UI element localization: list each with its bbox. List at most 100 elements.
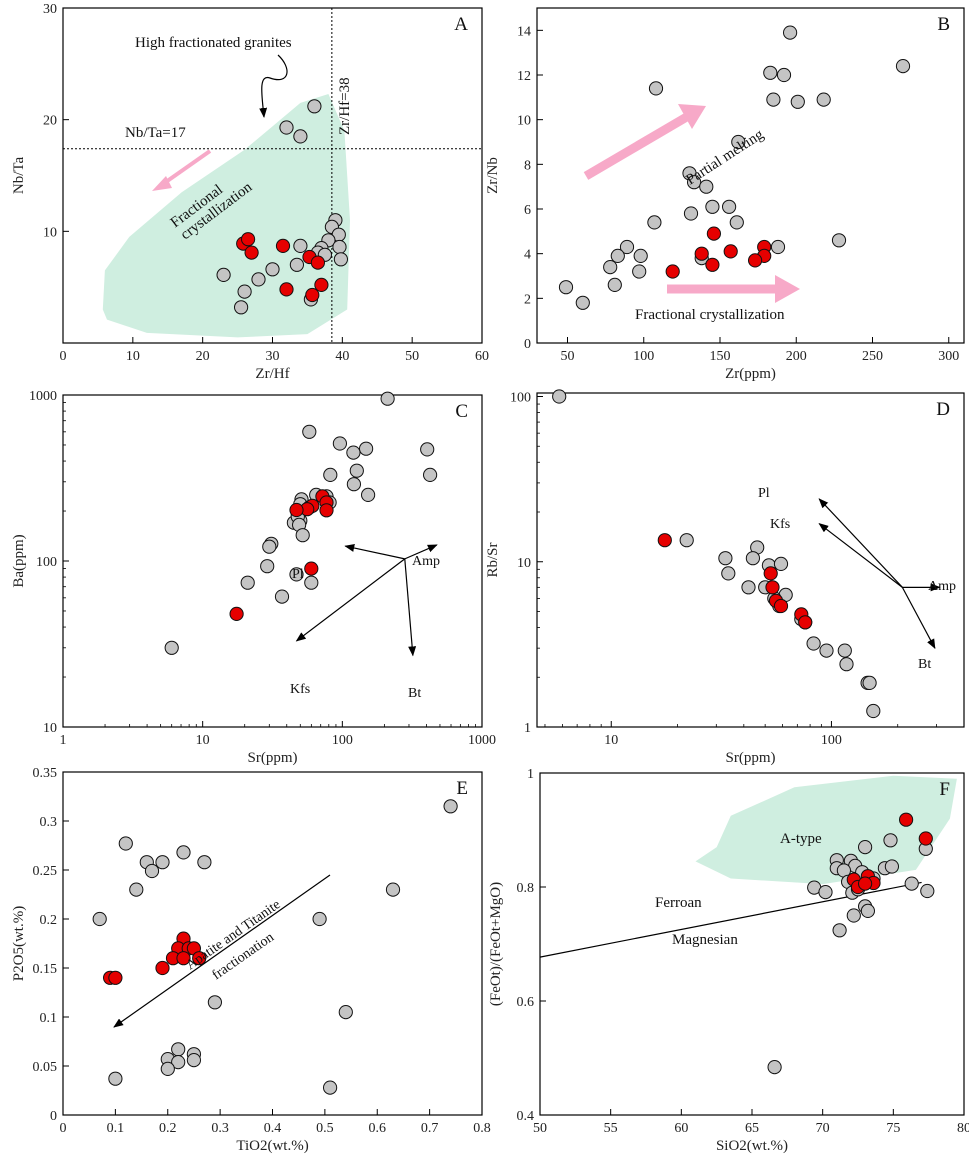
pink-arrow-shaft [161, 149, 212, 186]
data-point-gray [92, 911, 107, 927]
vector-kfs-arrow [295, 558, 406, 642]
y-tick-label: 30 [43, 2, 57, 17]
x-tick-label: 0 [60, 1121, 67, 1136]
panel-B-frame [536, 7, 965, 344]
data-point-gray [603, 260, 618, 275]
vector-bt-arrow [404, 558, 417, 657]
vector-amp-label: Amp [412, 554, 440, 569]
data-point-gray [766, 92, 781, 107]
x-tick-label: 0.4 [264, 1121, 282, 1136]
fractional-crystallization-label: Fractional crystallization [635, 307, 785, 323]
data-point-gray [858, 840, 873, 855]
data-point-gray [783, 25, 798, 40]
data-point-red [310, 255, 325, 270]
data-point-gray [385, 882, 401, 897]
data-point-red [176, 951, 191, 966]
data-point-red [192, 951, 207, 966]
data-point-gray [816, 92, 831, 107]
data-point-gray [155, 855, 170, 870]
data-point-gray [607, 277, 622, 292]
data-point-red [748, 253, 763, 268]
y-tick-label: 1000 [29, 389, 57, 404]
vector-kfs-label: Kfs [770, 517, 790, 532]
y-axis-label: Zr/Nb [485, 157, 501, 194]
vector-pl-label: Pl [292, 567, 304, 582]
x-tick-label: 20 [196, 349, 210, 364]
data-point-gray [718, 551, 733, 566]
y-tick-label: 100 [510, 391, 531, 406]
x-axis-label: Sr(ppm) [726, 750, 776, 766]
data-point-gray [197, 855, 212, 870]
data-point-gray [683, 206, 699, 221]
data-point-red [657, 533, 672, 548]
data-point-gray [552, 389, 567, 404]
y-tick-label: 0 [524, 337, 531, 352]
data-point-gray [687, 175, 702, 190]
data-point-gray [443, 799, 458, 814]
x-tick-label: 50 [533, 1121, 547, 1136]
data-point-gray [234, 300, 249, 315]
data-point-gray [380, 391, 395, 406]
x-tick-label: 70 [816, 1121, 830, 1136]
data-point-red [155, 960, 170, 976]
x-tick-label: 250 [862, 349, 883, 364]
data-point-gray [633, 248, 648, 263]
data-point-gray [304, 575, 319, 590]
x-tick-label: 60 [674, 1121, 688, 1136]
x-axis-label: SiO2(wt.%) [716, 1138, 788, 1154]
data-point-gray [679, 533, 694, 548]
data-point-gray [819, 643, 834, 658]
data-point-gray [338, 1005, 353, 1020]
x-tick-label: 0.5 [316, 1121, 334, 1136]
a-type-field [695, 775, 957, 885]
y-tick-label: 20 [43, 114, 57, 129]
data-point-gray [171, 1042, 186, 1057]
vector-bt-label: Bt [408, 686, 421, 701]
data-point-red [773, 598, 789, 614]
data-point-red [798, 615, 813, 630]
x-tick-label: 0.6 [369, 1121, 387, 1136]
y-tick-label: 0.6 [517, 995, 535, 1010]
data-point-gray [647, 215, 662, 230]
x-axis-label: Zr/Hf [255, 366, 289, 382]
apatite-titanite-arrow [113, 874, 331, 1028]
y-axis-label: Nb/Ta [11, 157, 27, 195]
data-point-gray [279, 120, 294, 135]
data-point-gray [729, 215, 744, 230]
data-point-gray [323, 1080, 338, 1095]
data-point-gray [862, 675, 877, 691]
data-point-gray [260, 559, 275, 574]
data-point-gray [176, 845, 191, 860]
data-point-red [723, 244, 738, 259]
x-axis-label: Sr(ppm) [248, 750, 298, 766]
data-point-gray [632, 264, 647, 279]
x-tick-label: 150 [710, 349, 731, 364]
data-point-gray [767, 1060, 782, 1075]
x-tick-label: 10 [126, 349, 140, 364]
data-point-gray [312, 911, 327, 927]
data-point-gray [846, 908, 861, 923]
x-tick-label: 0 [60, 349, 67, 364]
data-point-gray [420, 442, 435, 457]
data-point-gray [349, 463, 364, 478]
y-tick-label: 10 [43, 225, 57, 240]
y-tick-label: 2 [524, 292, 531, 307]
x-tick-label: 75 [886, 1121, 900, 1136]
y-axis-label: P2O5(wt.%) [11, 906, 27, 981]
data-point-gray [108, 1071, 123, 1086]
y-tick-label: 0.4 [517, 1109, 535, 1124]
data-point-gray [731, 134, 746, 150]
a-type-label: A-type [780, 831, 822, 847]
data-point-gray [237, 284, 252, 299]
partial-melting-arrow-shaft [583, 111, 693, 180]
data-point-red [763, 566, 778, 581]
data-point-red [229, 606, 244, 622]
data-point-gray [904, 876, 919, 891]
data-point-red [706, 226, 722, 241]
x-tick-label: 0.3 [211, 1121, 229, 1136]
high-fractionated-granites-label: High fractionated granites [135, 35, 292, 51]
data-point-gray [274, 589, 290, 604]
data-point-gray [839, 657, 854, 672]
data-point-gray [265, 262, 280, 277]
data-point-gray [171, 1055, 186, 1070]
